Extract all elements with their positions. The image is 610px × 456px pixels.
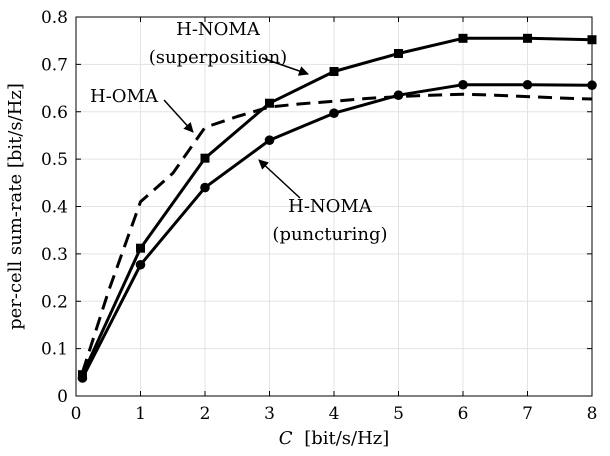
- y-tick-label: 0.7: [41, 55, 68, 75]
- data-point: [264, 135, 275, 145]
- x-axis-variable: C: [279, 428, 293, 449]
- annotation-text: H-OMA: [90, 86, 159, 107]
- data-point: [265, 98, 274, 108]
- annotation-h-oma: H-OMA: [90, 86, 194, 133]
- data-point: [77, 373, 88, 383]
- y-axis-label: per-cell sum-rate [bit/s/Hz]: [5, 83, 26, 330]
- series-h-oma: [81, 92, 593, 373]
- annotation-h-noma-puncturing: H-NOMA (puncturing): [258, 159, 388, 245]
- y-tick-label: 0.1: [41, 340, 68, 360]
- data-point: [329, 66, 339, 76]
- y-tick-label: 0.8: [41, 8, 68, 28]
- y-tick-label: 0.2: [41, 292, 68, 312]
- data-point: [135, 259, 146, 270]
- annotation-arrow: [261, 57, 309, 76]
- x-tick-label: 4: [329, 404, 340, 424]
- annotation-text: H-NOMA: [288, 196, 373, 217]
- data-point: [200, 182, 210, 193]
- y-tick-label: 0.4: [41, 198, 68, 218]
- x-tick-label: 8: [587, 404, 598, 424]
- x-tick-label: 7: [522, 404, 533, 424]
- x-axis-label: C [bit/s/Hz]: [279, 428, 390, 449]
- data-point: [522, 79, 533, 90]
- series-line-h-oma: [81, 92, 593, 373]
- data-point: [329, 108, 339, 118]
- data-point: [394, 48, 403, 58]
- y-tick-label: 0.3: [41, 245, 68, 265]
- x-tick-label: 5: [393, 404, 404, 424]
- annotation-text: H-NOMA: [176, 19, 261, 40]
- x-tick-label: 0: [71, 404, 82, 424]
- annotations: H-NOMA (superposition) H-OMA H-NOMA (punctur…: [90, 19, 388, 245]
- series-h-noma-puncturing: [77, 79, 597, 383]
- data-point: [523, 33, 532, 43]
- data-point: [136, 243, 145, 253]
- x-tick-label: 2: [200, 404, 211, 424]
- data-point: [587, 35, 597, 45]
- x-tick-label: 3: [264, 404, 275, 424]
- data-point: [393, 90, 404, 100]
- x-axis-unit: [bit/s/Hz]: [304, 428, 389, 449]
- x-tick-label: 1: [135, 404, 146, 424]
- axis-ticks: 0 1 2 3 4 5 6 7 8 0 0.1 0.2 0.3 0.4 0.5 0.6 0.7 0.8: [41, 8, 597, 424]
- data-point: [458, 79, 468, 90]
- annotation-text: (puncturing): [272, 224, 387, 245]
- series-layer: [77, 33, 597, 383]
- annotation-arrow: [163, 99, 194, 133]
- y-tick-label: 0.5: [41, 150, 68, 170]
- y-tick-label: 0.6: [41, 103, 68, 123]
- annotation-arrow: [258, 159, 301, 199]
- x-tick-label: 6: [458, 404, 469, 424]
- data-point: [458, 33, 468, 43]
- data-point: [587, 80, 597, 91]
- y-tick-label: 0: [57, 387, 68, 407]
- annotation-h-noma-superposition: H-NOMA (superposition): [149, 19, 309, 76]
- data-point: [200, 153, 210, 163]
- annotation-text: (superposition): [149, 47, 287, 68]
